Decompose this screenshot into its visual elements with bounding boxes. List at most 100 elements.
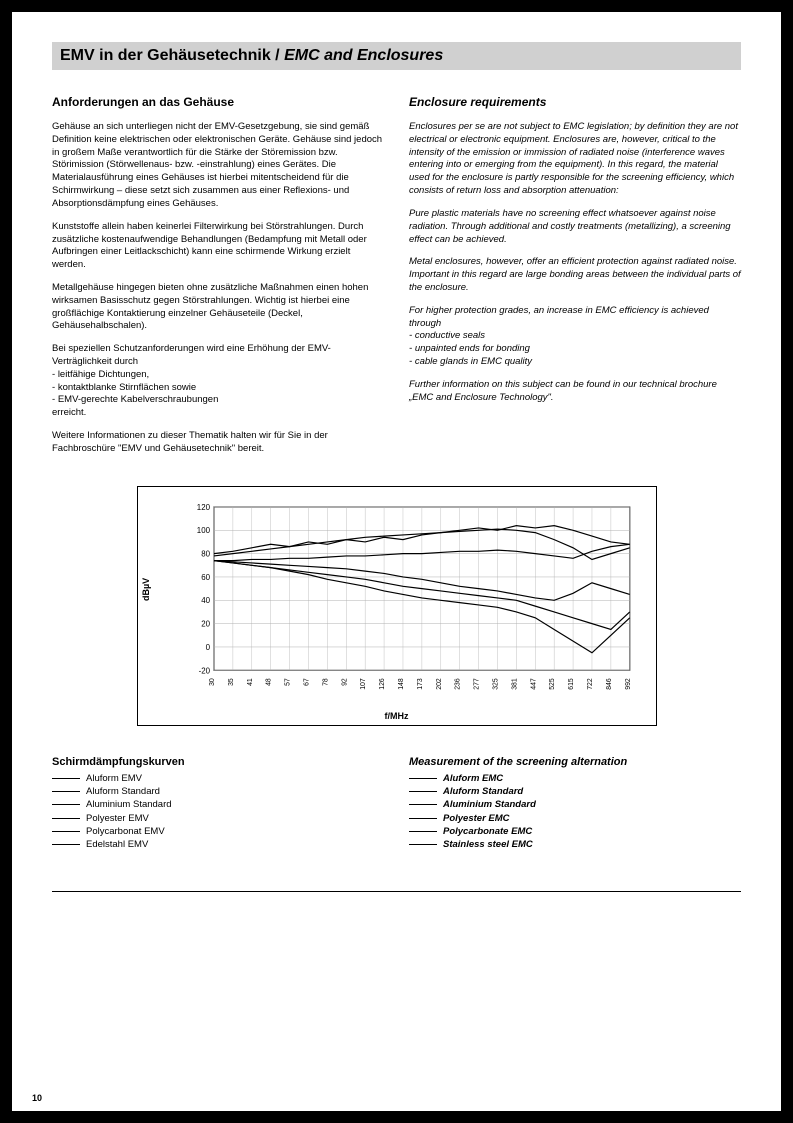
legend-line-icon xyxy=(409,831,437,832)
legend-item: Stainless steel EMC xyxy=(409,838,741,851)
svg-text:-20: -20 xyxy=(198,666,210,675)
para-en-3: Metal enclosures, however, offer an effi… xyxy=(409,256,741,294)
svg-text:35: 35 xyxy=(227,678,234,686)
svg-text:126: 126 xyxy=(379,678,386,690)
para-de-4: Bei speziellen Schutzanforderungen wird … xyxy=(52,343,384,420)
para-de-3: Metallgehäuse hingegen bieten ohne zusät… xyxy=(52,282,384,333)
svg-text:202: 202 xyxy=(435,678,442,690)
svg-text:80: 80 xyxy=(201,549,210,558)
svg-text:40: 40 xyxy=(201,596,210,605)
legend-label: Polyester EMC xyxy=(443,812,510,825)
bullet-de-0: leitfähige Dichtungen, xyxy=(52,369,149,380)
legend-line-icon xyxy=(52,831,80,832)
legend-line-icon xyxy=(409,778,437,779)
legend-heading-en: Measurement of the screening alternation xyxy=(409,756,741,768)
header-title: EMV in der Gehäusetechnik / EMC and Encl… xyxy=(60,47,733,65)
legend-item: Aluminium Standard xyxy=(52,798,384,811)
svg-text:41: 41 xyxy=(246,678,253,686)
svg-text:30: 30 xyxy=(208,678,215,686)
chart-xlabel: f/MHz xyxy=(385,711,409,721)
bullet-en-0: conductive seals xyxy=(409,330,485,341)
para-en-5: Further information on this subject can … xyxy=(409,379,741,405)
legend-line-icon xyxy=(52,778,80,779)
text-columns: Anforderungen an das Gehäuse Gehäuse an … xyxy=(52,95,741,466)
heading-en: Enclosure requirements xyxy=(409,95,741,109)
svg-text:325: 325 xyxy=(492,678,499,690)
para-en-1: Enclosures per se are not subject to EMC… xyxy=(409,121,741,198)
svg-text:381: 381 xyxy=(511,678,518,690)
legend-label: Aluform Standard xyxy=(86,785,160,798)
chart-svg: -200204060801001203035414857677892107126… xyxy=(183,502,636,700)
svg-text:48: 48 xyxy=(265,678,272,686)
svg-text:722: 722 xyxy=(586,678,593,690)
legend-label: Polycarbonat EMV xyxy=(86,825,165,838)
svg-text:20: 20 xyxy=(201,619,210,628)
column-german: Anforderungen an das Gehäuse Gehäuse an … xyxy=(52,95,384,466)
bullet-en-2: cable glands in EMC quality xyxy=(409,356,532,367)
legend-label: Aluform Standard xyxy=(443,785,523,798)
para-de-2: Kunststoffe allein haben keinerlei Filte… xyxy=(52,221,384,272)
title-sep: / xyxy=(271,47,284,64)
legend-label: Polyester EMV xyxy=(86,812,149,825)
screening-chart: dBµV f/MHz -20 0 20 40 60 80 100 120 30 35 41 48 57 6… xyxy=(137,486,657,726)
svg-text:846: 846 xyxy=(605,678,612,690)
svg-text:60: 60 xyxy=(201,573,210,582)
legend-label: Polycarbonate EMC xyxy=(443,825,532,838)
heading-de: Anforderungen an das Gehäuse xyxy=(52,95,384,109)
svg-text:120: 120 xyxy=(196,503,210,512)
legend-item: Aluminium Standard xyxy=(409,798,741,811)
legend-item: Polyester EMV xyxy=(52,812,384,825)
para-de-6: Weitere Informationen zu dieser Thematik… xyxy=(52,430,384,456)
legend-english: Measurement of the screening alternation… xyxy=(409,756,741,852)
legend-line-icon xyxy=(52,804,80,805)
legend-label: Aluform EMV xyxy=(86,772,142,785)
svg-text:107: 107 xyxy=(360,678,367,690)
legend-item: Aluform EMC xyxy=(409,772,741,785)
svg-text:277: 277 xyxy=(473,678,480,690)
legend-german: Schirmdämpfungskurven Aluform EMVAluform… xyxy=(52,756,384,852)
title-en: EMC and Enclosures xyxy=(284,47,443,64)
bullet-en-1: unpainted ends for bonding xyxy=(409,343,530,354)
legend-label: Aluminium Standard xyxy=(86,798,172,811)
chart-ylabel: dBµV xyxy=(141,578,151,601)
legend-item: Polycarbonate EMC xyxy=(409,825,741,838)
svg-text:0: 0 xyxy=(205,643,210,652)
svg-text:67: 67 xyxy=(303,678,310,686)
legend-line-icon xyxy=(409,818,437,819)
svg-text:447: 447 xyxy=(530,678,537,690)
legend-label: Aluminium Standard xyxy=(443,798,536,811)
bullet-de-1: kontaktblanke Stirnflächen sowie xyxy=(52,382,196,393)
para-en-2: Pure plastic materials have no screening… xyxy=(409,208,741,246)
legend-item: Polyester EMC xyxy=(409,812,741,825)
legend-item: Edelstahl EMV xyxy=(52,838,384,851)
svg-text:57: 57 xyxy=(284,678,291,686)
para-en-4: For higher protection grades, an increas… xyxy=(409,305,741,369)
column-english: Enclosure requirements Enclosures per se… xyxy=(409,95,741,466)
para-de-4-intro: Bei speziellen Schutzanforderungen wird … xyxy=(52,343,331,367)
svg-text:992: 992 xyxy=(624,678,631,690)
svg-text:525: 525 xyxy=(549,678,556,690)
legend-label: Aluform EMC xyxy=(443,772,503,785)
legend-columns: Schirmdämpfungskurven Aluform EMVAluform… xyxy=(52,756,741,852)
legend-label: Stainless steel EMC xyxy=(443,838,533,851)
page-header: EMV in der Gehäusetechnik / EMC and Encl… xyxy=(52,42,741,70)
svg-text:78: 78 xyxy=(322,678,329,686)
legend-label: Edelstahl EMV xyxy=(86,838,148,851)
para-de-1: Gehäuse an sich unterliegen nicht der EM… xyxy=(52,121,384,211)
legend-line-icon xyxy=(409,844,437,845)
legend-line-icon xyxy=(52,818,80,819)
svg-text:236: 236 xyxy=(454,678,461,690)
svg-text:148: 148 xyxy=(397,678,404,690)
legend-item: Aluform Standard xyxy=(52,785,384,798)
legend-item: Polycarbonat EMV xyxy=(52,825,384,838)
svg-text:173: 173 xyxy=(416,678,423,690)
footer-rule xyxy=(52,891,741,892)
svg-text:100: 100 xyxy=(196,526,210,535)
legend-item: Aluform EMV xyxy=(52,772,384,785)
title-de: EMV in der Gehäusetechnik xyxy=(60,47,271,64)
bullet-de-2: EMV-gerechte Kabelverschraubungen xyxy=(52,394,218,405)
legend-line-icon xyxy=(409,791,437,792)
legend-line-icon xyxy=(52,791,80,792)
legend-item: Aluform Standard xyxy=(409,785,741,798)
para-en-4-intro: For higher protection grades, an increas… xyxy=(409,305,709,329)
